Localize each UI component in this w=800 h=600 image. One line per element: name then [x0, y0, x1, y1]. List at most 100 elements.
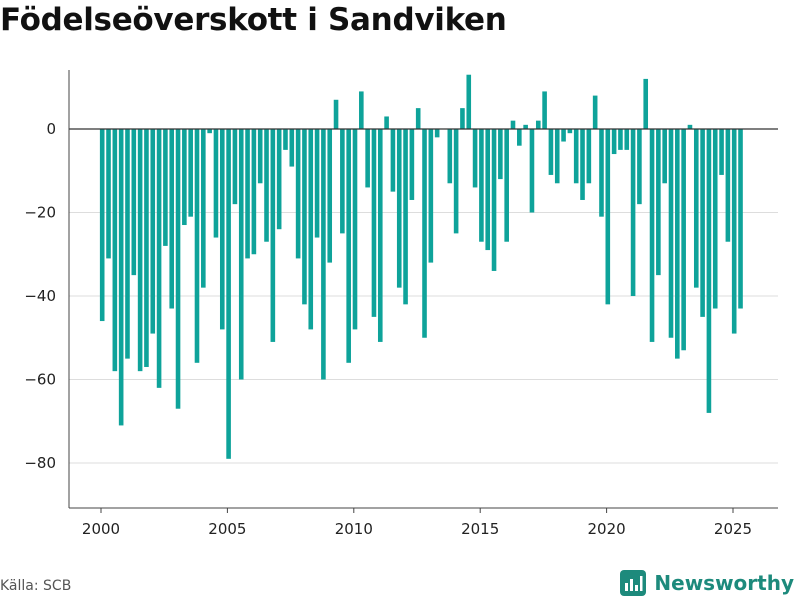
- bar: [346, 129, 351, 363]
- bar: [460, 108, 465, 130]
- bar: [529, 129, 535, 213]
- bar: [535, 120, 541, 129]
- bar: [371, 129, 377, 317]
- x-tick-label: 2000: [82, 520, 120, 538]
- bar: [238, 129, 244, 380]
- y-tick-label: 0: [46, 120, 56, 138]
- bar: [675, 129, 680, 359]
- bar: [586, 129, 592, 184]
- bar: [422, 129, 427, 338]
- bar: [295, 129, 301, 259]
- x-tick-label: 2010: [335, 520, 373, 538]
- bar: [207, 129, 212, 134]
- bar: [308, 129, 314, 330]
- bar: [542, 91, 547, 129]
- bar: [340, 129, 345, 234]
- bar: [219, 129, 225, 330]
- bar: [592, 95, 598, 129]
- bar: [554, 129, 560, 184]
- y-tick-label: −20: [24, 204, 56, 222]
- bar: [390, 129, 396, 192]
- bar: [156, 129, 162, 388]
- bar: [567, 129, 573, 134]
- bar: [359, 91, 364, 129]
- bar: [485, 129, 491, 251]
- bar: [226, 129, 231, 459]
- bar: [649, 129, 655, 342]
- bar: [377, 129, 383, 342]
- bar: [213, 129, 219, 238]
- gridlines: −80 −60 −40 −20 0: [24, 120, 778, 472]
- bar: [321, 129, 326, 380]
- bar: [175, 129, 181, 409]
- bar: [144, 129, 149, 367]
- bar: [687, 124, 693, 129]
- bar: [504, 129, 509, 242]
- bar: [257, 129, 263, 184]
- bar: [112, 129, 118, 372]
- y-tick-label: −80: [24, 454, 56, 472]
- bar: [131, 129, 137, 276]
- bar: [624, 129, 630, 150]
- bar: [611, 129, 617, 155]
- source-note: Källa: SCB: [0, 578, 72, 594]
- brand-logo[interactable]: Newsworthy: [620, 570, 794, 596]
- bar: [283, 129, 288, 150]
- bar: [125, 129, 130, 359]
- bar: [643, 78, 649, 129]
- bar: [99, 129, 105, 322]
- bar: [333, 99, 339, 129]
- bar: [561, 129, 566, 142]
- bar: [434, 129, 440, 138]
- bar: [169, 129, 175, 309]
- bar: [668, 129, 674, 338]
- bar: [137, 129, 143, 372]
- bar: [245, 129, 250, 259]
- bar: [384, 116, 389, 129]
- bar: [510, 120, 516, 129]
- bar: [352, 129, 358, 330]
- x-tick-label: 2025: [714, 520, 752, 538]
- bar: [681, 129, 686, 351]
- bar: [232, 129, 238, 205]
- bar: [201, 129, 206, 288]
- bar: [618, 129, 623, 150]
- bar: [447, 129, 453, 184]
- bar: [630, 129, 636, 296]
- bar: [725, 129, 731, 242]
- bar: [605, 129, 611, 305]
- bar: [498, 129, 503, 180]
- bar: [548, 129, 554, 175]
- bar: [106, 129, 111, 259]
- bar: [738, 129, 743, 309]
- bar: [472, 129, 478, 188]
- bars: [99, 74, 743, 459]
- bar: [403, 129, 408, 305]
- bar: [712, 129, 718, 309]
- x-tick-label: 2020: [588, 520, 626, 538]
- bar: [409, 129, 415, 200]
- bar: [314, 129, 320, 238]
- bar: [731, 129, 737, 334]
- bar: [264, 129, 269, 242]
- newsworthy-logo-icon: [620, 570, 647, 596]
- bar: [428, 129, 434, 263]
- brand-name: Newsworthy: [654, 571, 794, 595]
- bar: [479, 129, 484, 242]
- bar: [573, 129, 579, 184]
- bar: [150, 129, 156, 334]
- bar: [453, 129, 459, 234]
- bar: [118, 129, 124, 426]
- bar: [365, 129, 370, 188]
- x-tick-label: 2015: [461, 520, 499, 538]
- bar: [163, 129, 168, 246]
- bar: [188, 129, 193, 217]
- bar: [251, 129, 257, 255]
- bar: [580, 129, 585, 200]
- bar: [599, 129, 604, 217]
- bar: [396, 129, 402, 288]
- bar: [693, 129, 699, 288]
- bar: [302, 129, 307, 305]
- bar: [523, 124, 528, 129]
